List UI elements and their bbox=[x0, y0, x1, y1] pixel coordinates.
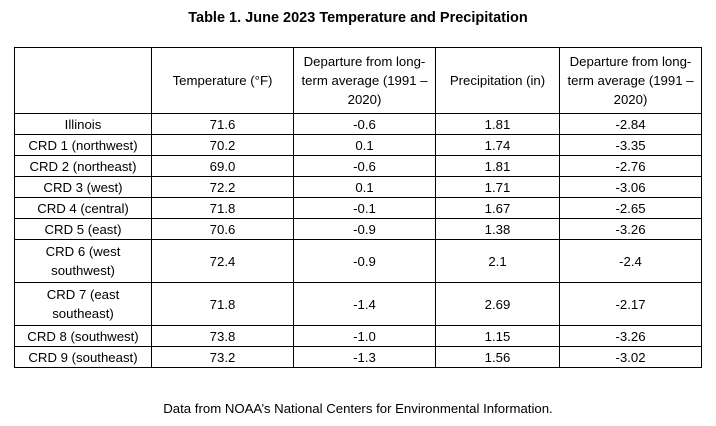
precipitation-departure-cell: -3.26 bbox=[559, 325, 702, 347]
table-row: CRD 3 (west) 72.2 0.1 1.71 -3.06 bbox=[14, 176, 702, 198]
temperature-departure-cell: 0.1 bbox=[293, 134, 436, 156]
region-cell: CRD 4 (central) bbox=[14, 197, 152, 219]
precipitation-departure-cell: -3.35 bbox=[559, 134, 702, 156]
region-cell: CRD 5 (east) bbox=[14, 218, 152, 240]
temperature-departure-cell: -0.9 bbox=[293, 239, 436, 283]
temperature-departure-cell: -0.1 bbox=[293, 197, 436, 219]
table-row: CRD 5 (east) 70.6 -0.9 1.38 -3.26 bbox=[14, 218, 702, 240]
header-precipitation-departure: Departure from long-term average (1991 –… bbox=[559, 47, 702, 114]
table-row: CRD 1 (northwest) 70.2 0.1 1.74 -3.35 bbox=[14, 134, 702, 156]
precipitation-cell: 1.67 bbox=[435, 197, 560, 219]
precipitation-departure-cell: -2.4 bbox=[559, 239, 702, 283]
precipitation-cell: 1.81 bbox=[435, 113, 560, 135]
table-title: Table 1. June 2023 Temperature and Preci… bbox=[188, 10, 528, 26]
precipitation-departure-cell: -2.84 bbox=[559, 113, 702, 135]
temperature-departure-cell: -1.4 bbox=[293, 282, 436, 326]
temperature-cell: 72.2 bbox=[151, 176, 294, 198]
precipitation-departure-cell: -2.65 bbox=[559, 197, 702, 219]
table-row: CRD 7 (east southeast) 71.8 -1.4 2.69 -2… bbox=[14, 282, 702, 326]
header-region bbox=[14, 47, 152, 114]
precipitation-cell: 1.56 bbox=[435, 346, 560, 368]
region-cell: CRD 8 (southwest) bbox=[14, 325, 152, 347]
region-cell: CRD 3 (west) bbox=[14, 176, 152, 198]
temperature-cell: 73.2 bbox=[151, 346, 294, 368]
precipitation-cell: 1.15 bbox=[435, 325, 560, 347]
precipitation-departure-cell: -3.26 bbox=[559, 218, 702, 240]
table-row: CRD 2 (northeast) 69.0 -0.6 1.81 -2.76 bbox=[14, 155, 702, 177]
precipitation-cell: 2.69 bbox=[435, 282, 560, 326]
temperature-departure-cell: -0.6 bbox=[293, 155, 436, 177]
temperature-departure-cell: -1.3 bbox=[293, 346, 436, 368]
table-row: CRD 8 (southwest) 73.8 -1.0 1.15 -3.26 bbox=[14, 325, 702, 347]
region-cell: CRD 7 (east southeast) bbox=[14, 282, 152, 326]
temperature-cell: 73.8 bbox=[151, 325, 294, 347]
precipitation-cell: 1.71 bbox=[435, 176, 560, 198]
region-cell: CRD 9 (southeast) bbox=[14, 346, 152, 368]
temperature-departure-cell: 0.1 bbox=[293, 176, 436, 198]
temperature-cell: 72.4 bbox=[151, 239, 294, 283]
source-footnote: Data from NOAA’s National Centers for En… bbox=[163, 401, 553, 416]
temperature-cell: 71.8 bbox=[151, 282, 294, 326]
precipitation-departure-cell: -2.76 bbox=[559, 155, 702, 177]
region-cell: CRD 1 (northwest) bbox=[14, 134, 152, 156]
table-row: CRD 9 (southeast) 73.2 -1.3 1.56 -3.02 bbox=[14, 346, 702, 368]
header-temperature: Temperature (°F) bbox=[151, 47, 294, 114]
temperature-departure-cell: -0.9 bbox=[293, 218, 436, 240]
precipitation-cell: 1.38 bbox=[435, 218, 560, 240]
table-row: Illinois 71.6 -0.6 1.81 -2.84 bbox=[14, 113, 702, 135]
precipitation-departure-cell: -3.02 bbox=[559, 346, 702, 368]
table-row: CRD 4 (central) 71.8 -0.1 1.67 -2.65 bbox=[14, 197, 702, 219]
temperature-cell: 70.2 bbox=[151, 134, 294, 156]
header-row: Temperature (°F) Departure from long-ter… bbox=[14, 47, 702, 114]
region-cell: Illinois bbox=[14, 113, 152, 135]
temperature-departure-cell: -1.0 bbox=[293, 325, 436, 347]
precipitation-cell: 1.74 bbox=[435, 134, 560, 156]
temperature-cell: 71.6 bbox=[151, 113, 294, 135]
header-temperature-departure: Departure from long-term average (1991 –… bbox=[293, 47, 436, 114]
temperature-cell: 69.0 bbox=[151, 155, 294, 177]
header-precipitation: Precipitation (in) bbox=[435, 47, 560, 114]
precipitation-cell: 1.81 bbox=[435, 155, 560, 177]
temperature-departure-cell: -0.6 bbox=[293, 113, 436, 135]
precipitation-departure-cell: -3.06 bbox=[559, 176, 702, 198]
temperature-cell: 71.8 bbox=[151, 197, 294, 219]
temperature-cell: 70.6 bbox=[151, 218, 294, 240]
precipitation-cell: 2.1 bbox=[435, 239, 560, 283]
temperature-precipitation-table: Temperature (°F) Departure from long-ter… bbox=[14, 47, 702, 368]
region-cell: CRD 6 (west southwest) bbox=[14, 239, 152, 283]
table-row: CRD 6 (west southwest) 72.4 -0.9 2.1 -2.… bbox=[14, 239, 702, 283]
precipitation-departure-cell: -2.17 bbox=[559, 282, 702, 326]
region-cell: CRD 2 (northeast) bbox=[14, 155, 152, 177]
